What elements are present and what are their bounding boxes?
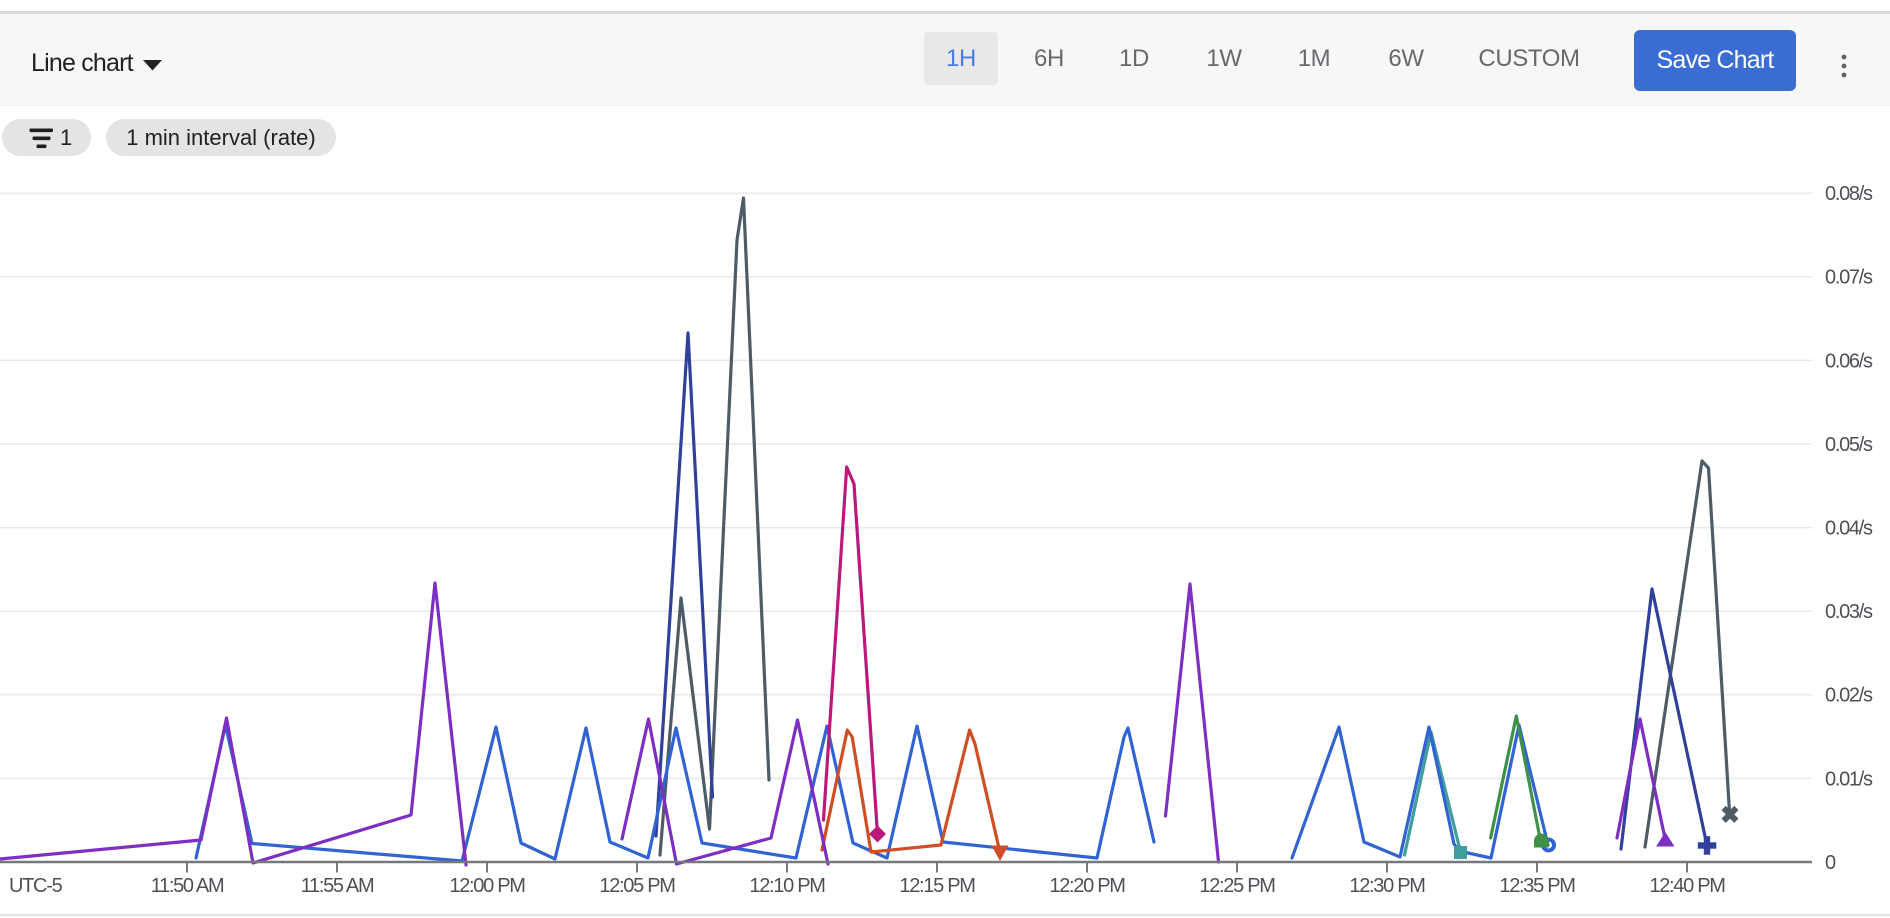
svg-text:0: 0: [1825, 852, 1836, 874]
svg-text:12:15 PM: 12:15 PM: [899, 875, 975, 897]
svg-text:0.02/s: 0.02/s: [1825, 685, 1873, 707]
svg-text:12:10 PM: 12:10 PM: [749, 875, 825, 897]
svg-text:0.04/s: 0.04/s: [1825, 518, 1873, 540]
svg-text:0.01/s: 0.01/s: [1825, 768, 1873, 790]
svg-text:11:50 AM: 11:50 AM: [151, 875, 224, 897]
svg-text:12:05 PM: 12:05 PM: [599, 875, 675, 897]
svg-text:0.07/s: 0.07/s: [1825, 267, 1873, 289]
svg-text:12:40 PM: 12:40 PM: [1649, 875, 1725, 897]
svg-text:12:35 PM: 12:35 PM: [1499, 875, 1575, 897]
svg-text:0.03/s: 0.03/s: [1825, 601, 1873, 623]
svg-text:0.05/s: 0.05/s: [1825, 434, 1873, 456]
svg-text:0.06/s: 0.06/s: [1825, 350, 1873, 372]
svg-text:12:00 PM: 12:00 PM: [449, 875, 525, 897]
svg-text:12:30 PM: 12:30 PM: [1349, 875, 1425, 897]
svg-text:11:55 AM: 11:55 AM: [301, 875, 374, 897]
svg-text:UTC-5: UTC-5: [9, 875, 63, 897]
svg-text:12:20 PM: 12:20 PM: [1049, 875, 1125, 897]
svg-text:0.08/s: 0.08/s: [1825, 183, 1873, 205]
svg-text:12:25 PM: 12:25 PM: [1199, 875, 1275, 897]
